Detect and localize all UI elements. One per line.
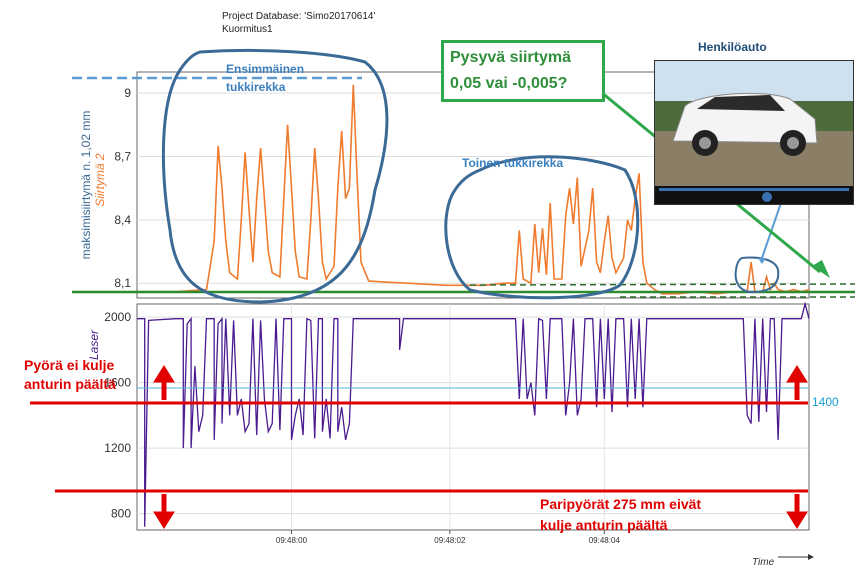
red-arrows: [153, 365, 808, 529]
x-tick-label: 09:48:04: [589, 536, 621, 545]
car-pointer-line: [761, 199, 783, 259]
top-y-tick-label: 8,1: [114, 276, 131, 290]
car-photo-illustration: [655, 61, 853, 204]
permanent-shift-box: Pysyvä siirtymä 0,05 vai -0,005?: [441, 40, 605, 102]
bottom-grid: [137, 316, 809, 515]
max-shift-label: maksimisiirtymä n. 1,02 mm: [79, 111, 93, 260]
top-y-tick-label: 8,7: [114, 149, 131, 163]
bottom-y-tick-label: 1600: [104, 376, 131, 390]
passenger-car-title: Henkilöauto: [698, 40, 767, 54]
measurement-label: Kuormitus1: [222, 24, 273, 35]
wheel-not-over-line1: Pyörä ei kulje: [24, 357, 115, 373]
bottom-y-tick-label: 2000: [104, 310, 131, 324]
project-database-label: Project Database: 'Simo20170614': [222, 11, 376, 22]
bottom-y-tick-label: 1200: [104, 441, 131, 455]
second-bogie-outline: [444, 155, 640, 300]
permanent-shift-line1: Pysyvä siirtymä: [450, 49, 571, 66]
laser-series-line: [137, 301, 810, 527]
time-arrow-head: [808, 554, 814, 560]
green-pointer-head: [812, 260, 830, 278]
x-tick-label: 09:48:02: [434, 536, 466, 545]
upper-dashed-green-line: [469, 283, 856, 286]
car-outline: [734, 256, 780, 294]
pair-wheels-label: Paripyörät 275 mm eivät kulje anturin pä…: [540, 494, 701, 536]
first-bogie-line2: tukkirekka: [226, 80, 286, 94]
bottom-y-tick-label: 800: [111, 507, 131, 521]
pair-wheels-line2: kulje anturin päältä: [540, 517, 668, 533]
first-bogie-label: Ensimmäinen tukkirekka: [226, 60, 304, 96]
pair-wheels-line1: Paripyörät 275 mm eivät: [540, 496, 702, 512]
x-axis-label: Time: [752, 557, 775, 568]
car-photo: [654, 60, 854, 205]
x-tick-label: 09:48:00: [276, 536, 308, 545]
top-y-tick-label: 8,4: [114, 213, 131, 227]
car-pointer-head: [758, 258, 766, 264]
first-bogie-line1: Ensimmäinen: [226, 62, 305, 76]
siirtyma-series-line: [137, 84, 810, 295]
bottom-panel-frame: [136, 303, 810, 531]
bottom-y-ticks: 800 1200 1600 2000: [104, 310, 131, 521]
bottom-y-axis-label: Laser: [87, 329, 101, 360]
wheel-not-over-line2: anturin päältä: [24, 376, 116, 392]
first-bogie-outline: [161, 48, 389, 304]
top-y-tick-label: 9: [124, 86, 131, 100]
top-y-axis-label: Siirtymä 2: [93, 153, 107, 207]
second-bogie-label: Toinen tukkirekka: [462, 156, 564, 170]
level-1400-label: 1400: [812, 395, 839, 409]
wheel-not-over-label: Pyörä ei kulje anturin päältä: [24, 356, 116, 394]
permanent-shift-line2: 0,05 vai -0,005?: [450, 75, 568, 92]
top-y-ticks: 8,1 8,4 8,7 9: [114, 86, 131, 290]
